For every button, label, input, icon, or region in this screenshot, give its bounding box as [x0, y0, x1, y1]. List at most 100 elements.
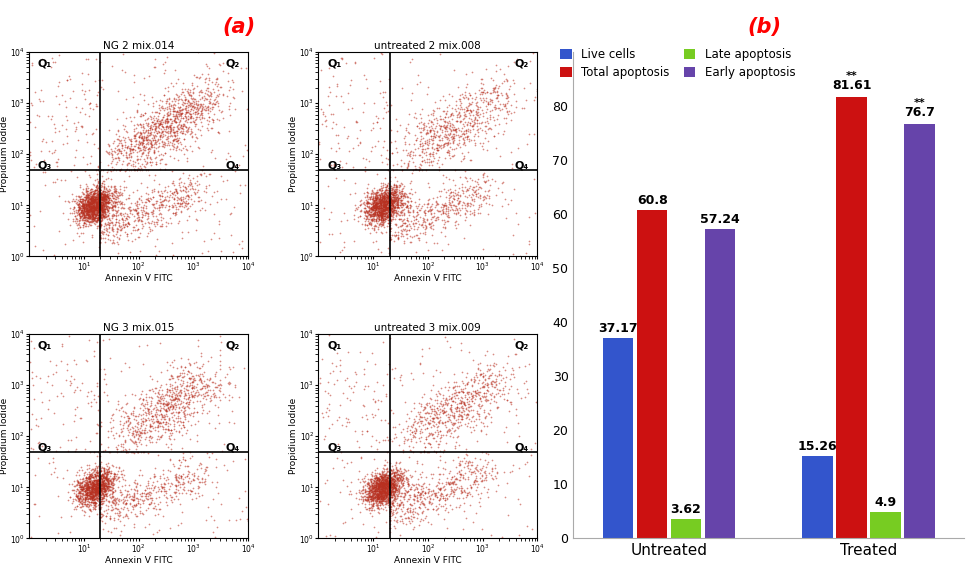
Point [87, 490, 102, 499]
Point [375, 492, 391, 501]
Point [388, 463, 403, 472]
Point [135, 122, 151, 131]
Point [89, 204, 104, 214]
Point [118, 445, 133, 455]
Point [358, 190, 374, 200]
Point [94, 191, 109, 200]
Point [77, 208, 93, 217]
Point [97, 205, 113, 214]
Point [139, 154, 155, 163]
Point [375, 206, 391, 215]
Point [443, 394, 459, 404]
Point [389, 176, 404, 185]
Point [437, 332, 453, 342]
Point [91, 196, 106, 205]
Point [97, 200, 113, 209]
Point [441, 150, 457, 159]
Point [182, 448, 198, 457]
Point [171, 371, 187, 380]
Point [375, 486, 391, 496]
Point [386, 479, 401, 489]
Point [373, 208, 389, 217]
Point [383, 480, 398, 489]
Point [80, 198, 95, 207]
Point [108, 197, 124, 207]
Point [225, 456, 241, 466]
Point [358, 206, 374, 215]
Point [104, 223, 120, 233]
Point [113, 148, 129, 157]
Point [318, 532, 334, 541]
Point [438, 393, 454, 402]
Point [375, 478, 391, 488]
Point [96, 189, 112, 199]
Point [161, 431, 176, 441]
Point [157, 116, 172, 125]
Point [222, 362, 238, 372]
Point [474, 382, 490, 391]
Point [356, 225, 372, 234]
Point [380, 483, 395, 493]
Point [82, 483, 97, 493]
Point [70, 196, 86, 205]
Point [504, 381, 519, 390]
Point [390, 127, 405, 136]
Point [75, 201, 91, 210]
Point [482, 365, 498, 375]
Point [211, 380, 227, 390]
Point [184, 131, 200, 141]
Point [369, 170, 385, 179]
Point [378, 499, 393, 508]
Point [90, 197, 105, 206]
Point [87, 189, 102, 198]
Point [389, 515, 404, 525]
Point [85, 211, 100, 221]
Point [83, 488, 98, 497]
Point [361, 483, 377, 492]
Point [137, 159, 153, 168]
Point [399, 409, 415, 418]
Point [100, 186, 116, 195]
Point [171, 174, 187, 184]
Point [473, 391, 489, 401]
Point [69, 493, 85, 502]
Point [94, 190, 110, 199]
Point [90, 419, 105, 428]
Point [452, 456, 468, 466]
Point [373, 206, 389, 215]
Point [156, 130, 171, 139]
Point [94, 487, 110, 496]
Point [52, 78, 67, 87]
Point [81, 501, 96, 510]
Point [143, 415, 159, 424]
Point [92, 204, 107, 214]
Point [83, 477, 98, 486]
Point [104, 225, 120, 234]
Point [178, 390, 194, 400]
Point [361, 198, 377, 207]
Point [468, 391, 483, 400]
Point [384, 199, 399, 208]
Point [408, 412, 424, 421]
Point [371, 481, 387, 490]
Point [134, 138, 150, 148]
Point [89, 201, 104, 211]
Point [375, 481, 391, 490]
Point [418, 425, 433, 434]
Point [79, 488, 94, 497]
Point [358, 208, 374, 218]
Point [107, 500, 123, 509]
Point [429, 403, 444, 412]
Point [96, 191, 112, 200]
Point [381, 478, 396, 487]
Point [176, 478, 192, 488]
Point [504, 397, 519, 406]
Point [388, 192, 403, 201]
Point [465, 411, 480, 420]
Point [374, 496, 390, 505]
Point [105, 210, 121, 219]
Point [399, 477, 415, 486]
Point [423, 412, 438, 421]
Point [87, 208, 102, 218]
Point [363, 494, 379, 504]
